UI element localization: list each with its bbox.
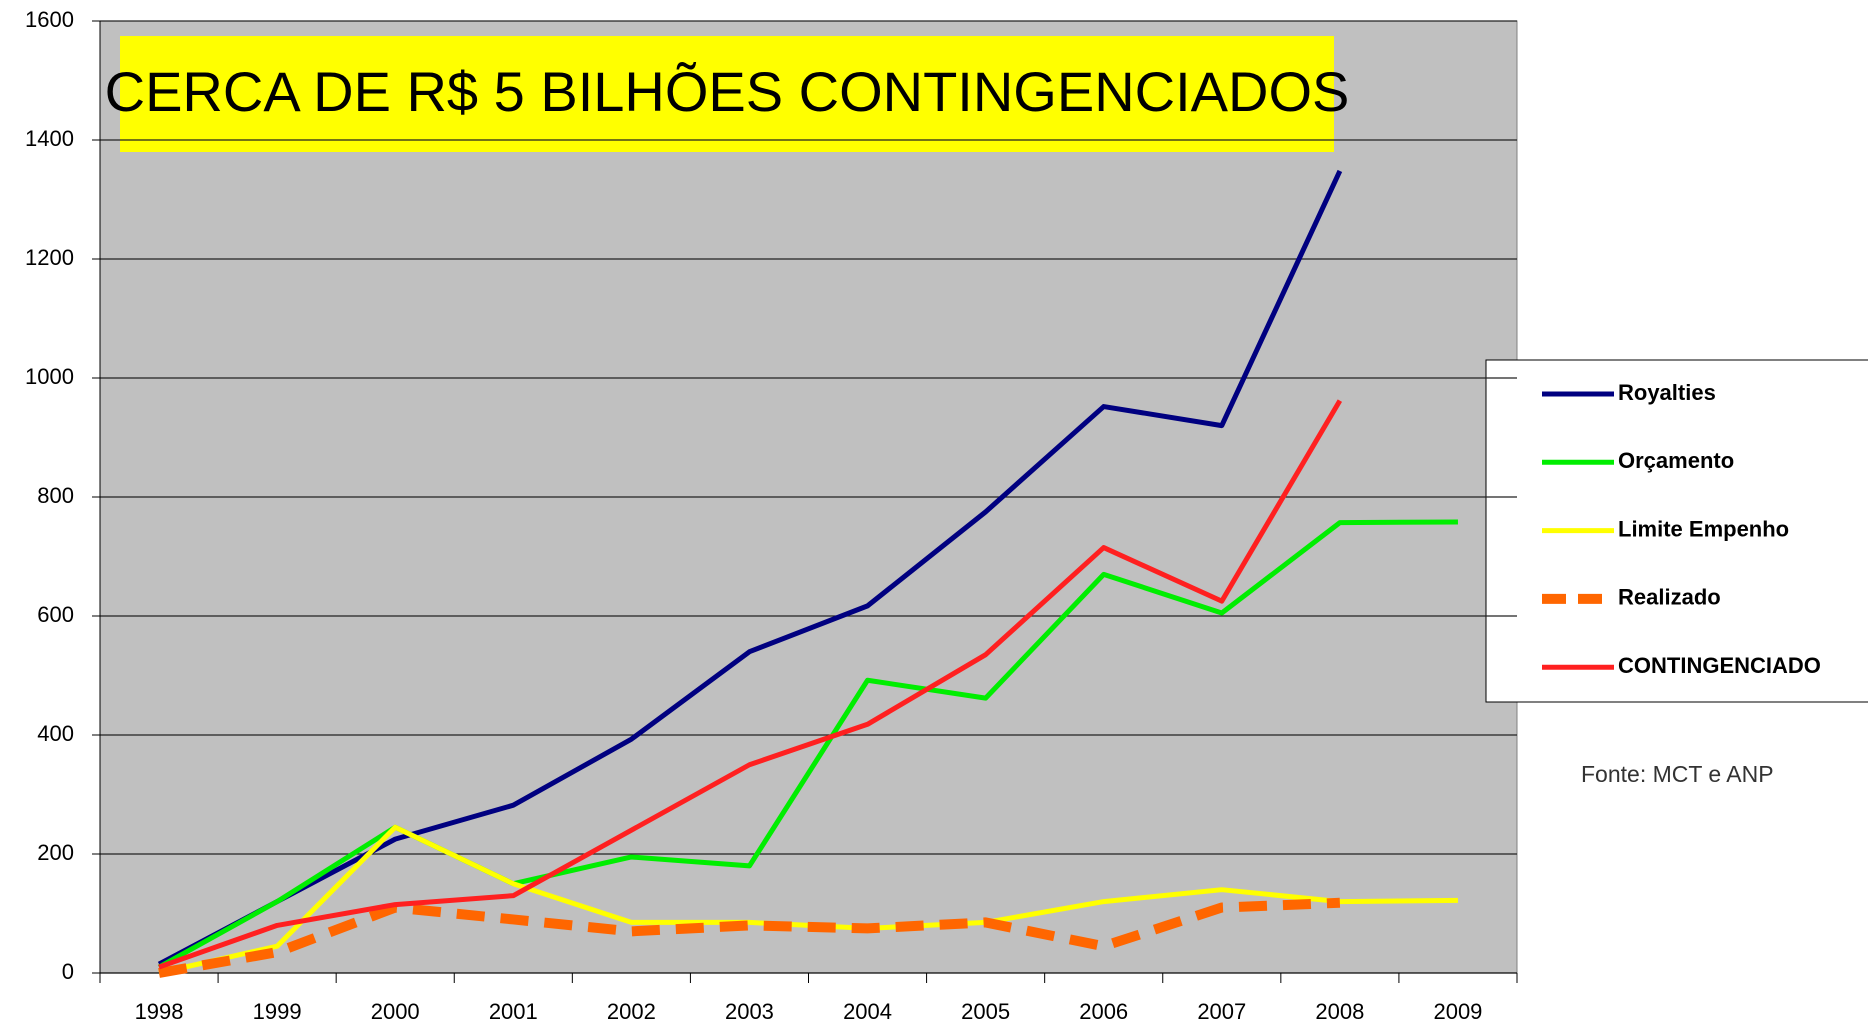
y-tick-label: 800 [37, 483, 74, 508]
x-tick-label: 2007 [1197, 999, 1246, 1024]
x-tick-label: 2006 [1079, 999, 1128, 1024]
series-line [157, 169, 1343, 967]
x-tick-label: 2004 [843, 999, 892, 1024]
y-tick-label: 600 [37, 602, 74, 627]
y-tick-label: 1000 [25, 364, 74, 389]
series-line [157, 519, 1458, 970]
series-line [158, 399, 1343, 970]
y-tick-label: 400 [37, 721, 74, 746]
x-tick-label: 2009 [1433, 999, 1482, 1024]
legend-label: Royalties [1618, 380, 1716, 405]
y-tick-label: 1200 [25, 245, 74, 270]
legend-label: Realizado [1618, 585, 1721, 610]
legend-label: CONTINGENCIADO [1618, 653, 1821, 678]
x-tick-label: 1999 [253, 999, 302, 1024]
x-tick-label: 2003 [725, 999, 774, 1024]
x-tick-label: 2005 [961, 999, 1010, 1024]
x-tick-label: 2000 [371, 999, 420, 1024]
x-tick-label: 2008 [1315, 999, 1364, 1024]
chart-title: CERCA DE R$ 5 BILHÕES CONTINGENCIADOS [105, 60, 1350, 123]
x-tick-label: 2001 [489, 999, 538, 1024]
y-tick-label: 0 [62, 959, 74, 984]
title-banner [120, 36, 1334, 152]
y-tick-label: 200 [37, 840, 74, 865]
source-note: Fonte: MCT e ANP [1581, 761, 1774, 787]
legend-label: Orçamento [1618, 448, 1734, 473]
x-tick-label: 1998 [135, 999, 184, 1024]
legend-label: Limite Empenho [1618, 516, 1789, 541]
x-tick-label: 2002 [607, 999, 656, 1024]
y-tick-label: 1400 [25, 126, 74, 151]
y-tick-label: 1600 [25, 7, 74, 32]
